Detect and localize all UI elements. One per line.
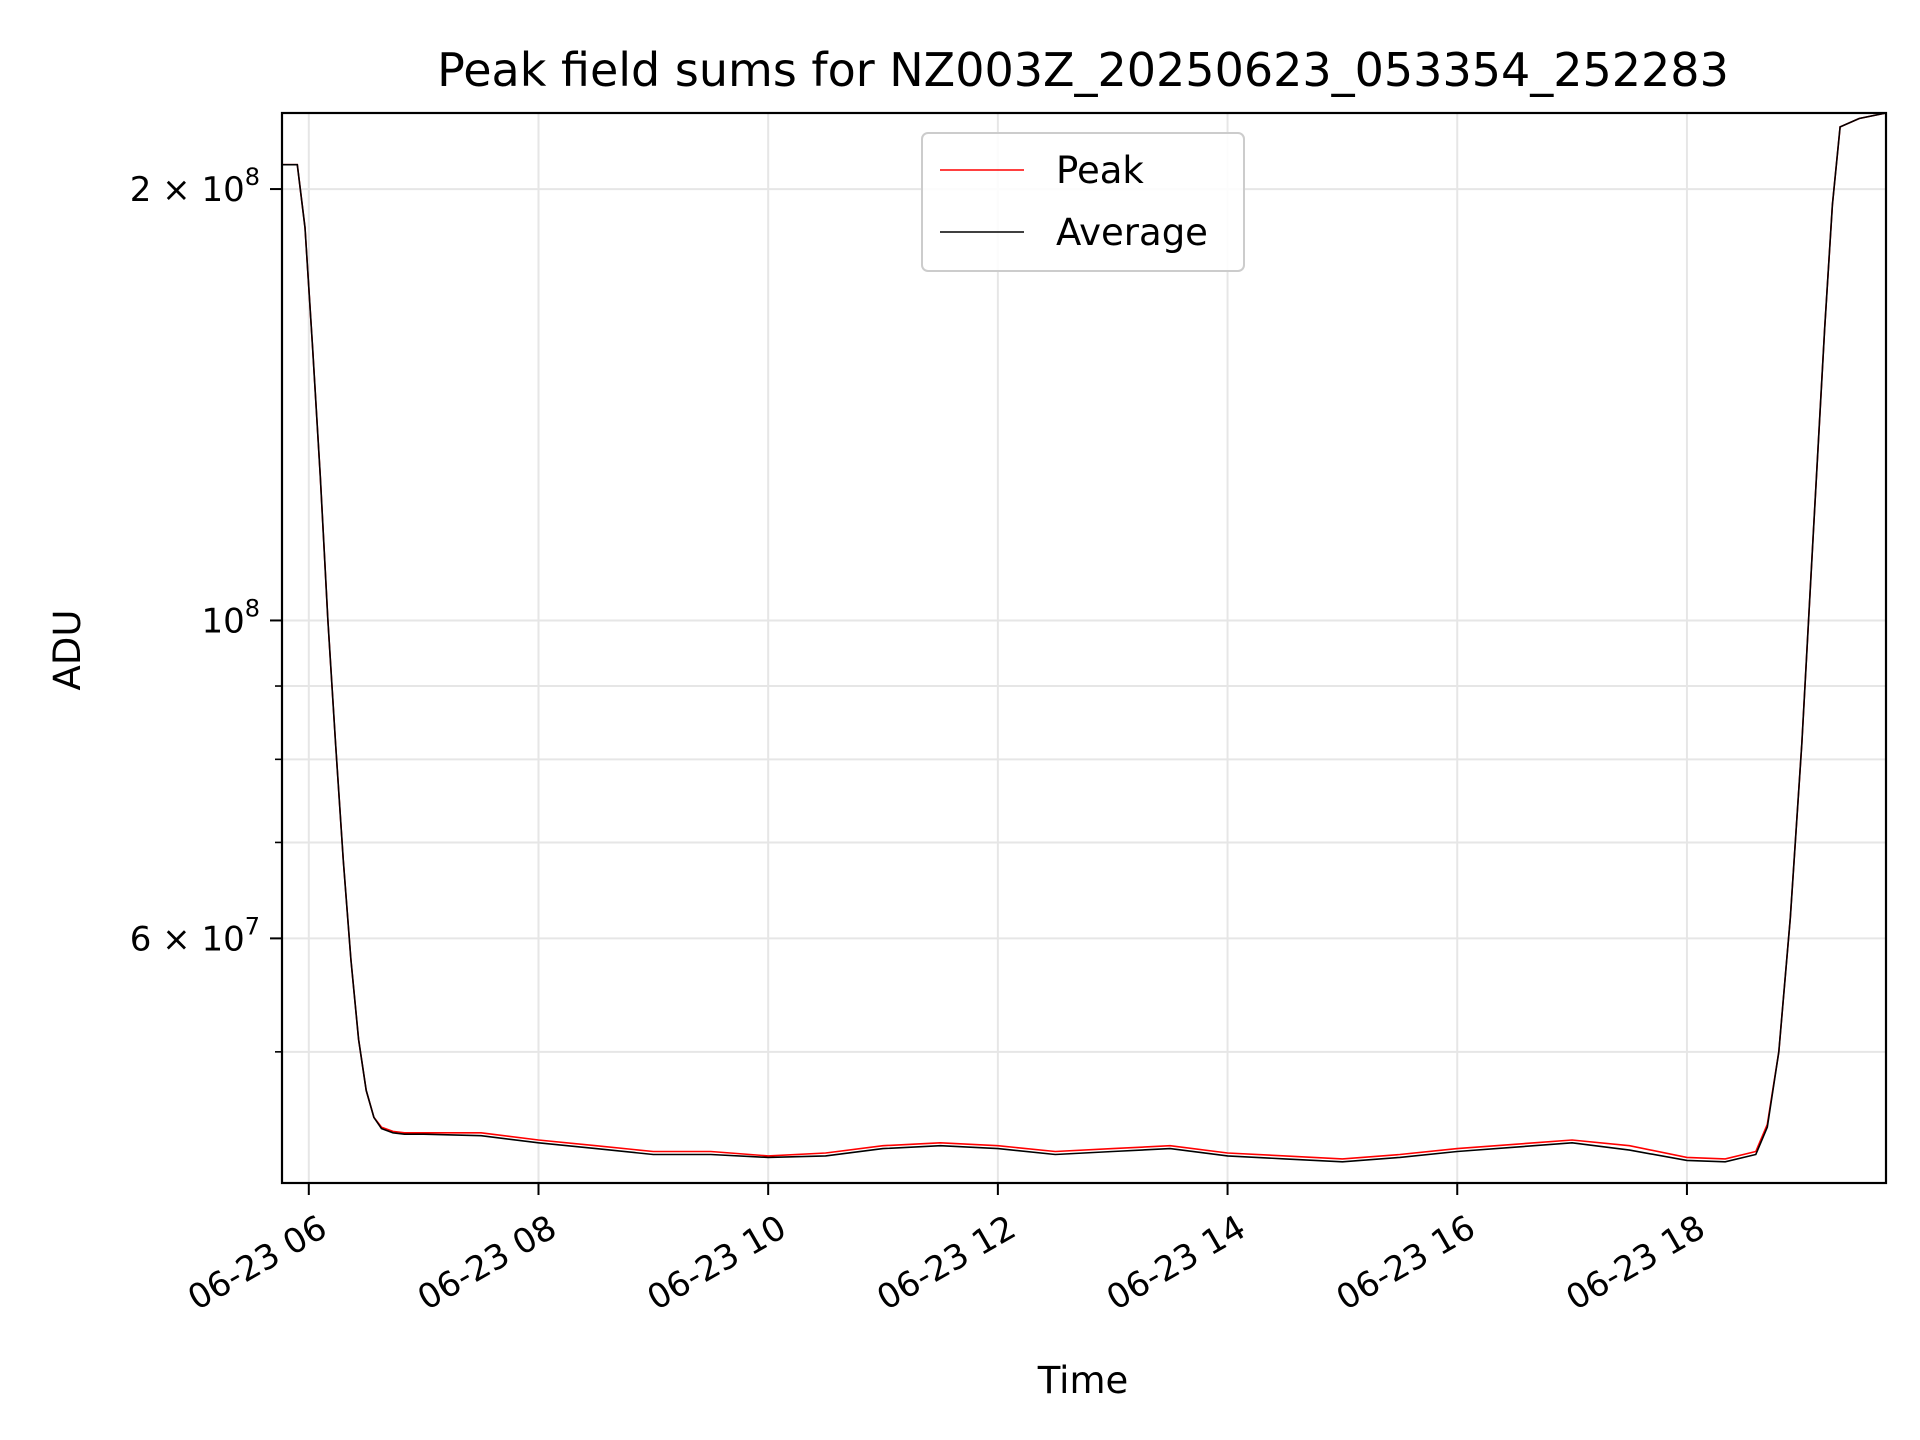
y-tick-base: 10: [201, 170, 244, 210]
x-axis-ticks: 06-23 06 06-23 08 06-23 10 06-23 12 06-23 14…: [181, 1183, 1712, 1319]
x-axis-label: Time: [1037, 1359, 1129, 1402]
y-tick-times: ×: [151, 919, 201, 959]
x-tick-label: 06-23 18: [1559, 1208, 1711, 1319]
chart-title: Peak field sums for NZ003Z_20250623_0533…: [437, 43, 1729, 97]
x-tick-label: 06-23 10: [641, 1208, 793, 1319]
x-tick-label: 06-23 08: [411, 1208, 563, 1319]
y-tick-base: 10: [201, 601, 244, 641]
y-axis-label: ADU: [46, 610, 89, 691]
y-tick-mantissa: 6: [130, 919, 152, 959]
x-tick-label: 06-23 12: [870, 1208, 1022, 1319]
x-tick-label: 06-23 06: [181, 1208, 333, 1319]
y-tick-exponent: 7: [245, 912, 260, 940]
plot-frame: [280, 111, 1888, 1185]
y-tick-exponent: 8: [245, 594, 260, 622]
x-tick-label: 06-23 14: [1100, 1208, 1252, 1319]
legend-label-average: Average: [1056, 211, 1208, 254]
y-tick-base: 10: [201, 919, 244, 959]
legend: Peak Average: [921, 132, 1245, 272]
legend-label-peak: Peak: [1056, 149, 1144, 192]
legend-box: [921, 132, 1245, 272]
series-line-average: [282, 112, 1887, 1163]
y-tick-mantissa: 2: [130, 170, 152, 210]
y-tick-times: ×: [151, 170, 201, 210]
y-tick-exponent: 8: [245, 163, 260, 191]
y-tick-label: 108: [201, 594, 260, 641]
y-tick-label: 6 × 107: [130, 912, 260, 959]
grid: [282, 113, 1886, 1183]
series-layer: [282, 112, 1887, 1163]
y-tick-label: 2 × 108: [130, 163, 260, 210]
x-tick-label: 06-23 16: [1330, 1208, 1482, 1319]
